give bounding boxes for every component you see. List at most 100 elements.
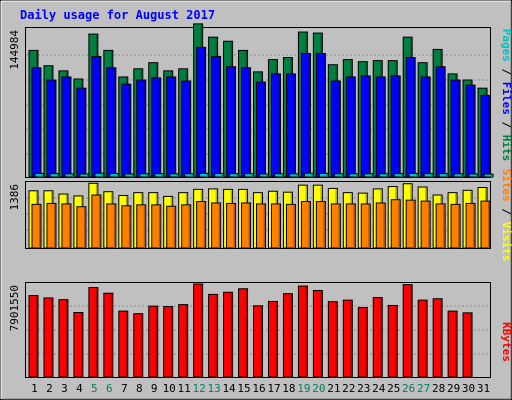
bar-hits-files-11-shade bbox=[188, 82, 191, 177]
bar-kbytes-kbytes-7 bbox=[118, 310, 129, 378]
bar-visits-sites-6-shade bbox=[113, 204, 116, 248]
bar-visits-sites-18-shade bbox=[293, 205, 295, 248]
bar-visits-sites-4-body bbox=[76, 206, 87, 249]
bar-hits-files-16-shade bbox=[263, 83, 266, 177]
bar-visits-sites-18 bbox=[285, 203, 296, 249]
bar-hits-files-27-shade bbox=[428, 77, 430, 177]
x-tick-label-15: 15 bbox=[237, 382, 250, 395]
bar-kbytes-kbytes-22-body bbox=[342, 299, 353, 378]
x-tick-label-2: 2 bbox=[46, 382, 53, 395]
bar-kbytes-kbytes-12-shade bbox=[200, 285, 203, 377]
max-label-kbytes: 7901550 bbox=[8, 285, 21, 331]
bar-hits-pages-3 bbox=[64, 173, 75, 178]
bar-hits-files-30-shade bbox=[473, 86, 475, 177]
bar-visits-sites-24-shade bbox=[383, 203, 385, 248]
bar-visits-sites-13-shade bbox=[218, 203, 221, 248]
x-tick-label-21: 21 bbox=[327, 382, 340, 395]
bar-kbytes-kbytes-5-shade bbox=[95, 288, 98, 377]
bar-hits-pages-26-shade bbox=[416, 174, 418, 177]
bar-visits-sites-17 bbox=[270, 203, 281, 249]
side-label-hits-part-1: / bbox=[500, 62, 512, 82]
bar-kbytes-kbytes-29-body bbox=[447, 310, 458, 378]
bar-kbytes-kbytes-30-shade bbox=[470, 313, 472, 377]
bar-visits-sites-12-shade bbox=[203, 202, 206, 248]
bar-hits-pages-22-body bbox=[348, 173, 359, 178]
bar-hits-pages-25-shade bbox=[401, 174, 403, 177]
x-tick-label-28: 28 bbox=[432, 382, 445, 395]
bar-visits-sites-4-shade bbox=[83, 207, 86, 248]
side-label-hits-part-3: / bbox=[500, 115, 512, 135]
bar-hits-pages-7-body bbox=[124, 173, 135, 178]
bar-hits-files-26-shade bbox=[413, 58, 415, 177]
bar-kbytes-kbytes-24 bbox=[372, 297, 383, 378]
bar-kbytes-kbytes-20-shade bbox=[320, 291, 322, 377]
bar-visits-sites-1 bbox=[31, 203, 42, 249]
bar-hits-pages-18-shade bbox=[296, 174, 298, 177]
bar-hits-files-1 bbox=[31, 67, 42, 178]
bar-kbytes-kbytes-26-shade bbox=[410, 285, 412, 377]
bar-kbytes-kbytes-27-body bbox=[417, 299, 428, 378]
bar-visits-sites-20-shade bbox=[323, 202, 325, 248]
bar-hits-files-5 bbox=[91, 56, 102, 178]
bar-visits-sites-13-body bbox=[211, 202, 222, 249]
bar-kbytes-kbytes-27-shade bbox=[425, 301, 427, 377]
bar-kbytes-kbytes-4-shade bbox=[80, 313, 83, 377]
bar-hits-pages-15-shade bbox=[251, 174, 254, 177]
bar-visits-sites-27-shade bbox=[428, 202, 430, 248]
bar-kbytes-kbytes-13-shade bbox=[215, 295, 218, 377]
bar-visits-sites-8-shade bbox=[143, 205, 146, 248]
bar-visits-sites-26-body bbox=[405, 199, 416, 249]
bar-hits-pages-2 bbox=[49, 173, 60, 178]
x-tick-label-31: 31 bbox=[477, 382, 490, 395]
bar-hits-pages-13-shade bbox=[221, 174, 224, 177]
bar-visits-sites-16 bbox=[256, 203, 267, 249]
bar-hits-files-20 bbox=[315, 52, 326, 178]
bar-hits-pages-2-body bbox=[49, 173, 60, 178]
bar-hits-pages-1 bbox=[34, 172, 45, 178]
bar-hits-files-25 bbox=[390, 75, 401, 178]
bar-hits-pages-23-body bbox=[363, 173, 374, 178]
bar-kbytes-kbytes-10-body bbox=[163, 306, 174, 378]
bar-visits-sites-14-body bbox=[226, 202, 237, 249]
bar-visits-sites-18-body bbox=[285, 203, 296, 249]
bar-kbytes-kbytes-17-body bbox=[267, 300, 278, 378]
bar-hits-pages-25-body bbox=[393, 173, 404, 178]
bar-hits-pages-16 bbox=[259, 173, 270, 178]
bar-kbytes-kbytes-14-shade bbox=[230, 293, 233, 377]
bar-visits-sites-13 bbox=[211, 202, 222, 249]
bar-hits-pages-5 bbox=[94, 172, 105, 178]
bar-hits-pages-1-shade bbox=[42, 174, 44, 177]
bar-kbytes-kbytes-11 bbox=[178, 304, 189, 378]
bar-visits-sites-21-shade bbox=[338, 204, 340, 248]
bar-visits-sites-24-body bbox=[375, 202, 386, 249]
bar-visits-sites-19-body bbox=[300, 201, 311, 249]
bar-visits-sites-7-shade bbox=[128, 206, 131, 248]
bar-kbytes-kbytes-19-shade bbox=[305, 287, 307, 377]
bar-kbytes-kbytes-8-body bbox=[133, 313, 144, 378]
bar-hits-pages-3-shade bbox=[71, 174, 74, 177]
bar-visits-sites-31 bbox=[480, 200, 491, 249]
bar-hits-files-25-shade bbox=[398, 76, 400, 177]
bar-kbytes-kbytes-9-shade bbox=[155, 307, 158, 377]
bar-visits-sites-14-shade bbox=[233, 204, 236, 248]
bar-visits-sites-17-shade bbox=[278, 204, 280, 248]
bar-visits-sites-27 bbox=[420, 200, 431, 249]
bar-hits-files-8 bbox=[136, 79, 147, 178]
bar-kbytes-kbytes-7-shade bbox=[125, 312, 128, 377]
bar-visits-sites-6 bbox=[106, 203, 117, 249]
bar-kbytes-kbytes-1-shade bbox=[36, 296, 38, 377]
side-label-hits-part-4: Hits bbox=[500, 135, 512, 162]
bar-hits-pages-1-body bbox=[34, 172, 45, 178]
bar-kbytes-kbytes-18 bbox=[282, 293, 293, 378]
bar-kbytes-kbytes-26 bbox=[402, 284, 413, 378]
bar-hits-pages-13 bbox=[214, 173, 225, 178]
bar-hits-pages-21-shade bbox=[341, 174, 343, 177]
bar-visits-sites-20 bbox=[315, 201, 326, 249]
bar-hits-pages-11-shade bbox=[191, 174, 194, 177]
bar-visits-sites-5-shade bbox=[98, 196, 101, 248]
bar-hits-files-12-shade bbox=[203, 48, 206, 177]
bar-hits-files-1-shade bbox=[39, 68, 41, 177]
bar-kbytes-kbytes-2 bbox=[43, 297, 54, 378]
x-tick-label-7: 7 bbox=[121, 382, 128, 395]
bar-visits-sites-3-shade bbox=[68, 204, 71, 248]
